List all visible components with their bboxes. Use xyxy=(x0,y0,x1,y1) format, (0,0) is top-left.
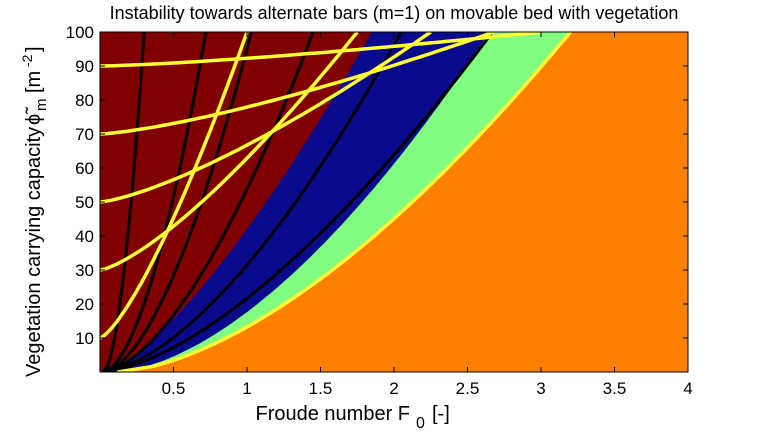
x-tick-label: 4 xyxy=(683,379,692,398)
y-axis-label: Vegetation carrying capacity ϕ̃ m [m -2 … xyxy=(19,46,50,377)
y-tick-label: 10 xyxy=(75,329,94,348)
y-tick-label: 100 xyxy=(66,23,94,42)
y-tick-label: 80 xyxy=(75,91,94,110)
black-curve xyxy=(102,32,208,372)
x-tick-label: 3.5 xyxy=(603,379,627,398)
black-curve xyxy=(101,32,146,372)
plot-area xyxy=(100,32,688,372)
y-axis-label-main: Vegetation carrying capacity xyxy=(23,127,45,377)
x-tick-label: 0.5 xyxy=(162,379,186,398)
x-axis-label-unit: [-] xyxy=(432,403,450,425)
black-curve xyxy=(102,32,403,372)
y-axis-label-unit-open: [m xyxy=(23,71,45,93)
x-axis-label: Froude number F xyxy=(255,403,410,425)
y-axis-label-unit-exponent: -2 xyxy=(19,54,35,67)
x-axis-label-subscript: 0 xyxy=(416,415,425,432)
y-tick-label: 60 xyxy=(75,159,94,178)
black-curve xyxy=(102,32,494,372)
black-curves xyxy=(101,32,494,372)
yellow-curve xyxy=(100,32,542,68)
x-tick-label: 2.5 xyxy=(456,379,480,398)
x-tick-label: 3 xyxy=(536,379,545,398)
y-tick-label: 30 xyxy=(75,261,94,280)
black-curve xyxy=(102,32,315,372)
chart-title: Instability towards alternate bars (m=1)… xyxy=(110,3,679,23)
y-tick-label: 50 xyxy=(75,193,94,212)
yellow-curve xyxy=(100,32,249,340)
y-tick-label: 20 xyxy=(75,295,94,314)
yellow-curve xyxy=(100,32,495,136)
y-axis-ticks: 10 20 30 40 50 60 70 80 90 100 xyxy=(66,23,688,348)
yellow-curve xyxy=(100,32,432,204)
x-tick-label: 1 xyxy=(242,379,251,398)
x-axis-ticks: 0.5 1 1.5 2 2.5 3 3.5 4 xyxy=(162,32,693,398)
x-tick-label: 1.5 xyxy=(309,379,333,398)
y-tick-label: 70 xyxy=(75,125,94,144)
y-axis-label-unit-close: ] xyxy=(23,46,45,52)
y-tick-label: 40 xyxy=(75,227,94,246)
yellow-curve xyxy=(100,32,359,272)
y-axis-label-symbol-subscript: m xyxy=(33,99,50,112)
yellow-curves xyxy=(100,32,572,372)
x-tick-label: 2 xyxy=(389,379,398,398)
y-tick-label: 90 xyxy=(75,57,94,76)
yellow-curve xyxy=(117,32,572,372)
